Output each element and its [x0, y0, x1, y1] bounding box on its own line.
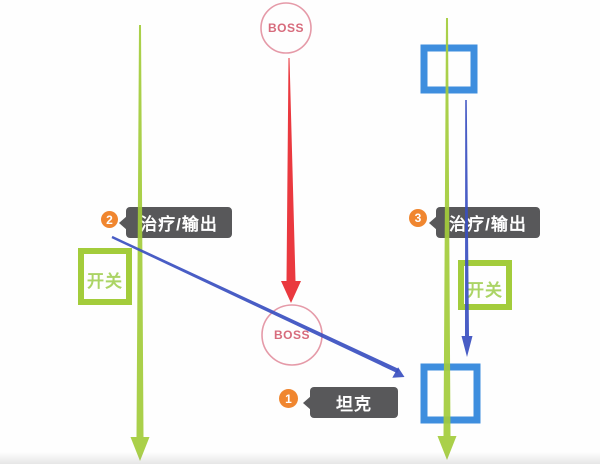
tooltip-tank-label: 坦克	[336, 395, 372, 414]
tooltip-notch	[119, 215, 127, 230]
tooltip-left-healer: 治疗/输出	[119, 207, 232, 238]
left-path-arrow	[130, 25, 150, 461]
marker-number-1-text: 1	[285, 391, 292, 406]
marker-number-2-text: 2	[106, 212, 113, 227]
tooltip-left-healer-label: 治疗/输出	[140, 215, 218, 234]
position-square-top	[420, 44, 478, 94]
tooltip-right-healer-label: 治疗/输出	[449, 215, 527, 234]
marker-number-1: 1	[279, 389, 298, 408]
tooltip-notch	[303, 395, 311, 410]
switch-right-label: 开关	[467, 281, 503, 300]
tooltip-tank: 坦克	[303, 387, 398, 418]
boss-top-label: BOSS	[267, 21, 304, 35]
right-path-arrow	[437, 18, 457, 460]
marker-number-3: 3	[409, 209, 427, 227]
boss-move-arrow	[281, 58, 301, 303]
tooltip-right-healer: 治疗/输出	[429, 207, 540, 238]
switch-left-label: 开关	[87, 272, 123, 291]
marker-number-3-text: 3	[414, 211, 422, 225]
tooltip-notch	[429, 215, 437, 230]
marker-number-2: 2	[101, 211, 118, 228]
boss-bottom-label: BOSS	[273, 328, 310, 342]
diagonal-move-arrow-head	[392, 367, 405, 378]
bottom-fade	[0, 452, 600, 464]
position-square-bottom	[420, 363, 481, 424]
diagonal-move-arrow-shaft	[111, 235, 400, 374]
